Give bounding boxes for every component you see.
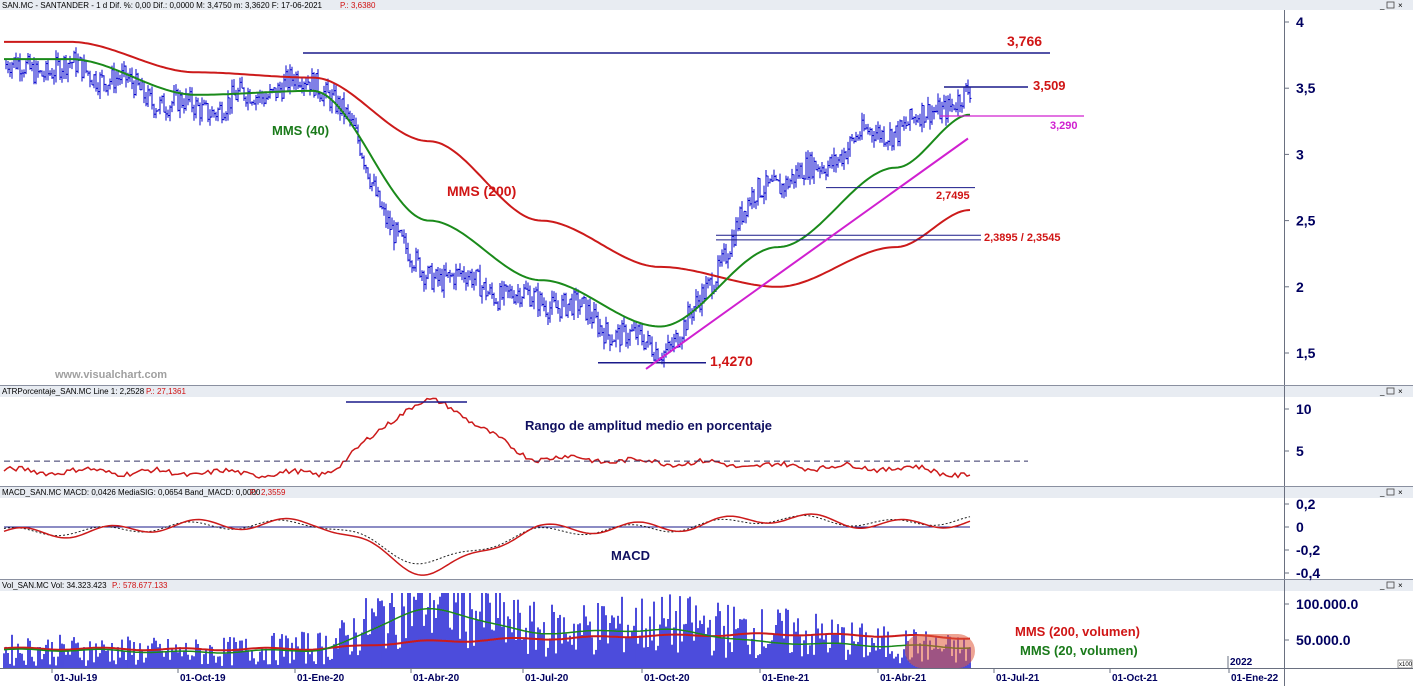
atr-header-left: ATRPorcentaje_SAN.MC Line 1: 2,2528 [2, 387, 145, 396]
panel-minimize-button[interactable]: _ [1379, 581, 1385, 590]
x-tick-label: 01-Ene-20 [297, 673, 345, 684]
panel-minimize-button[interactable]: _ [1379, 1, 1385, 10]
panel-close-button[interactable]: × [1398, 581, 1403, 590]
y-axis-ticks: 4 3,5 3 2,5 2 1,5 10 5 0,2 0 -0,2 -0,4 100.000.0 50.0… [1284, 14, 1358, 648]
x-axis[interactable]: 01-Jul-19 01-Oct-19 01-Ene-20 01-Abr-20 01-J… [51, 656, 1279, 684]
panel-maximize-button[interactable] [1386, 488, 1395, 496]
volume-highlight [905, 634, 975, 668]
price-header-right: P.: 3,6380 [340, 1, 376, 10]
macd-line [3, 513, 971, 576]
macd-title: MACD [611, 548, 650, 563]
x-tick-label: 01-Abr-20 [413, 673, 460, 684]
corner-tag: x100 [1399, 662, 1413, 668]
panel-close-button[interactable]: × [1398, 488, 1403, 497]
level-3509-label: 3,509 [1033, 78, 1066, 93]
volume-y-tick: 50.000.0 [1296, 632, 1351, 648]
price-panel-header: SAN.MC - SANTANDER - 1 d Dif. %: 0,00 Di… [0, 0, 1413, 10]
price-header-left: SAN.MC - SANTANDER - 1 d Dif. %: 0,00 Di… [2, 1, 323, 10]
panel-maximize-button[interactable] [1386, 387, 1395, 395]
macd-header-left: MACD_SAN.MC MACD: 0,0426 MediaSIG: 0,065… [2, 488, 261, 497]
header-bar [0, 0, 1413, 10]
x-tick-label: 01-Jul-21 [996, 673, 1040, 684]
panel-frames: x100 [0, 10, 1413, 686]
panel-maximize-button[interactable] [1386, 1, 1395, 9]
support-trendline [645, 137, 969, 370]
year-marker: 2022 [1230, 657, 1253, 668]
volume-bars [3, 593, 971, 668]
macd-y-tick: 0 [1296, 519, 1304, 535]
x-tick-label: 01-Oct-21 [1112, 673, 1158, 684]
mms200-label: MMS (200) [447, 183, 516, 199]
atr-annotations: Rango de amplitud medio en porcentaje [525, 418, 772, 433]
level-3290-label: 3,290 [1050, 120, 1078, 132]
mms200-line [4, 40, 971, 288]
volume-annotations: MMS (200, volumen) MMS (20, volumen) [1015, 624, 1140, 658]
volume-y-tick: 100.000.0 [1296, 596, 1358, 612]
level-14270-label: 1,4270 [710, 353, 753, 369]
panel-minimize-button[interactable]: _ [1379, 488, 1385, 497]
volume-header-right: P.: 578.677.133 [112, 581, 168, 590]
level-27495-label: 2,7495 [936, 190, 970, 202]
price-y-tick: 3 [1296, 146, 1304, 162]
volume-panel-header: Vol_SAN.MC Vol: 34.323.423 P.: 578.677.1… [0, 580, 1413, 591]
price-plot[interactable] [4, 40, 1084, 370]
panel-close-button[interactable]: × [1398, 387, 1403, 396]
level-23895-label: 2,3895 / 2,3545 [984, 232, 1060, 244]
x-tick-label: 01-Jul-19 [54, 673, 98, 684]
x-tick-label: 01-Abr-21 [880, 673, 927, 684]
watermark: www.visualchart.com [54, 369, 167, 381]
macd-y-tick: -0,4 [1296, 565, 1320, 581]
header-bar [0, 580, 1413, 591]
atr-y-tick: 10 [1296, 401, 1312, 417]
x-tick-label: 01-Ene-22 [1231, 673, 1279, 684]
mms40-label: MMS (40) [272, 123, 329, 138]
price-y-tick: 3,5 [1296, 80, 1316, 96]
macd-signal-line [3, 515, 971, 565]
header-bar [0, 487, 1413, 498]
atr-panel-header: ATRPorcentaje_SAN.MC Line 1: 2,2528 P.: … [0, 386, 1413, 397]
atr-plot[interactable] [3, 397, 1028, 479]
price-y-tick: 2,5 [1296, 213, 1316, 229]
atr-title: Rango de amplitud medio en porcentaje [525, 418, 772, 433]
x-tick-label: 01-Jul-20 [525, 673, 569, 684]
x-tick-label: 01-Oct-20 [644, 673, 690, 684]
level-3766-label: 3,766 [1007, 33, 1042, 49]
atr-line [3, 397, 971, 479]
x-tick-label: 01-Oct-19 [180, 673, 226, 684]
vol-mms20-label: MMS (20, volumen) [1020, 643, 1138, 658]
header-bar [0, 386, 1413, 397]
vol-mms20-line [3, 607, 971, 654]
macd-panel-header: MACD_SAN.MC MACD: 0,0426 MediaSIG: 0,065… [0, 487, 1413, 498]
atr-header-right: P.: 27,1361 [146, 387, 186, 396]
corner-tag-box [1397, 659, 1413, 669]
mms40-line [4, 58, 971, 328]
x-tick-label: 01-Ene-21 [762, 673, 810, 684]
y-axis-rail [1284, 10, 1285, 686]
price-y-tick: 2 [1296, 279, 1304, 295]
macd-plot[interactable] [3, 513, 971, 576]
macd-y-tick: -0,2 [1296, 542, 1320, 558]
vol-mms200-label: MMS (200, volumen) [1015, 624, 1140, 639]
vol-mms200-line [3, 632, 971, 652]
panel-maximize-button[interactable] [1386, 581, 1395, 589]
price-annotations: 3,766 3,509 3,290 2,7495 2,3895 / 2,3545… [54, 33, 1078, 381]
atr-y-tick: 5 [1296, 443, 1304, 459]
volume-header-left: Vol_SAN.MC Vol: 34.323.423 [2, 581, 107, 590]
macd-header-right: P.: 2,3559 [250, 488, 286, 497]
macd-annotations: MACD [611, 548, 650, 563]
panel-close-button[interactable]: × [1398, 1, 1403, 10]
volume-plot[interactable] [3, 593, 975, 668]
panel-minimize-button[interactable]: _ [1379, 387, 1385, 396]
price-y-tick: 1,5 [1296, 345, 1316, 361]
macd-y-tick: 0,2 [1296, 496, 1316, 512]
price-bars [5, 47, 972, 368]
price-y-tick: 4 [1296, 14, 1304, 30]
